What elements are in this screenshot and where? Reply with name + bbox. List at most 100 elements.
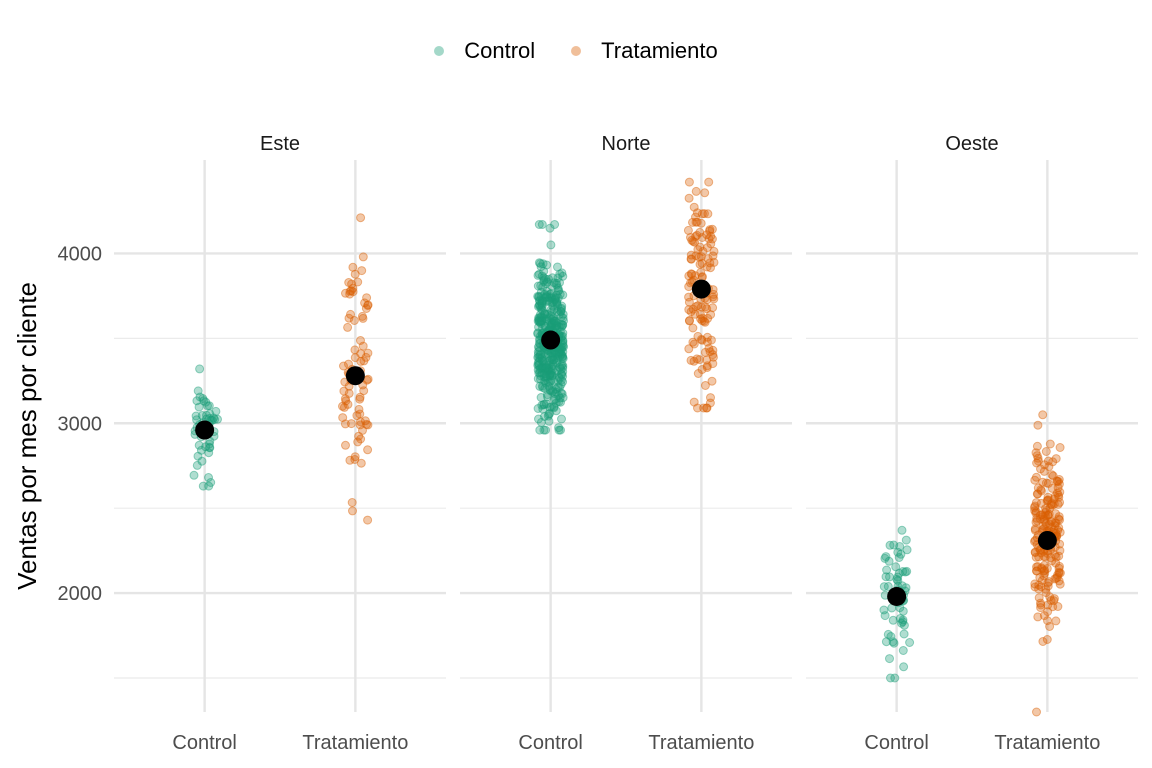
data-point	[897, 525, 907, 535]
legend-swatch-tratamiento	[571, 46, 582, 56]
data-point	[353, 437, 363, 447]
data-point	[547, 292, 557, 302]
data-point	[702, 337, 712, 347]
data-point	[1048, 457, 1058, 467]
data-point	[697, 365, 707, 374]
data-point	[702, 363, 712, 372]
data-point	[691, 302, 701, 312]
data-point	[557, 414, 566, 424]
data-point	[534, 301, 544, 311]
data-point	[359, 356, 369, 366]
data-point	[538, 381, 547, 391]
data-point	[549, 316, 559, 326]
data-point	[546, 311, 556, 321]
data-point	[693, 331, 703, 341]
data-point	[549, 318, 559, 328]
data-point	[1052, 476, 1062, 486]
data-point	[535, 368, 545, 378]
data-point	[684, 344, 694, 354]
data-point	[1043, 495, 1053, 505]
data-point	[537, 301, 547, 311]
data-point	[1043, 578, 1053, 588]
data-point	[686, 233, 695, 242]
data-point	[350, 353, 360, 363]
data-point	[699, 209, 709, 219]
data-point	[1036, 464, 1045, 474]
data-point	[1054, 568, 1064, 578]
data-point	[1042, 564, 1052, 573]
data-point	[704, 343, 714, 353]
data-point	[358, 425, 367, 435]
data-point	[692, 354, 702, 364]
data-point	[542, 260, 552, 270]
data-point	[534, 314, 544, 324]
data-point	[705, 226, 715, 236]
data-point	[702, 304, 712, 314]
data-point	[687, 235, 697, 245]
data-point	[557, 344, 567, 354]
data-point	[546, 370, 555, 380]
data-point	[1037, 563, 1046, 573]
data-point	[700, 317, 710, 327]
data-point	[552, 321, 562, 331]
data-point	[339, 361, 348, 371]
legend-item-tratamiento: Tratamiento	[571, 38, 718, 64]
data-point	[551, 321, 561, 331]
data-point	[548, 359, 558, 369]
data-point	[193, 386, 203, 396]
data-point	[534, 414, 543, 424]
data-point	[1032, 516, 1042, 525]
data-point	[209, 413, 219, 423]
data-point	[204, 439, 214, 449]
data-point	[339, 402, 349, 412]
mean-point	[345, 366, 365, 386]
data-point	[535, 351, 545, 360]
data-point	[709, 246, 719, 256]
data-point	[697, 335, 707, 345]
data-point	[556, 380, 566, 390]
data-point	[1045, 503, 1055, 513]
data-point	[694, 252, 704, 262]
data-point	[540, 321, 550, 331]
data-point	[538, 404, 548, 414]
data-point	[541, 372, 551, 382]
data-point	[545, 377, 555, 387]
data-point	[557, 322, 567, 332]
data-point	[705, 398, 715, 408]
data-point	[548, 387, 557, 397]
data-point	[543, 349, 553, 359]
data-point	[554, 347, 564, 357]
data-point	[557, 359, 567, 369]
data-point	[708, 345, 718, 355]
data-point	[1050, 574, 1060, 584]
data-point	[546, 352, 556, 362]
data-point	[201, 397, 211, 407]
data-point	[547, 298, 557, 308]
data-point	[553, 283, 563, 293]
data-point	[545, 371, 555, 381]
data-point	[708, 292, 718, 302]
data-point	[708, 352, 718, 362]
data-point	[347, 279, 357, 289]
data-point	[555, 344, 565, 354]
data-point	[555, 269, 565, 279]
data-point	[897, 618, 906, 628]
data-point	[555, 393, 565, 403]
data-point	[549, 305, 559, 314]
data-point	[536, 363, 546, 373]
data-point	[685, 316, 694, 325]
data-point	[1044, 509, 1054, 519]
data-point	[539, 266, 549, 276]
data-point	[199, 396, 209, 406]
x-tick-label: Tratamiento	[994, 732, 1100, 754]
data-point	[686, 307, 696, 317]
data-point	[1033, 489, 1043, 499]
data-point	[703, 313, 713, 323]
data-point	[1036, 582, 1046, 592]
data-point	[355, 420, 365, 430]
data-point	[558, 393, 568, 403]
data-point	[554, 285, 564, 295]
data-point	[896, 549, 906, 559]
data-point	[556, 305, 566, 314]
